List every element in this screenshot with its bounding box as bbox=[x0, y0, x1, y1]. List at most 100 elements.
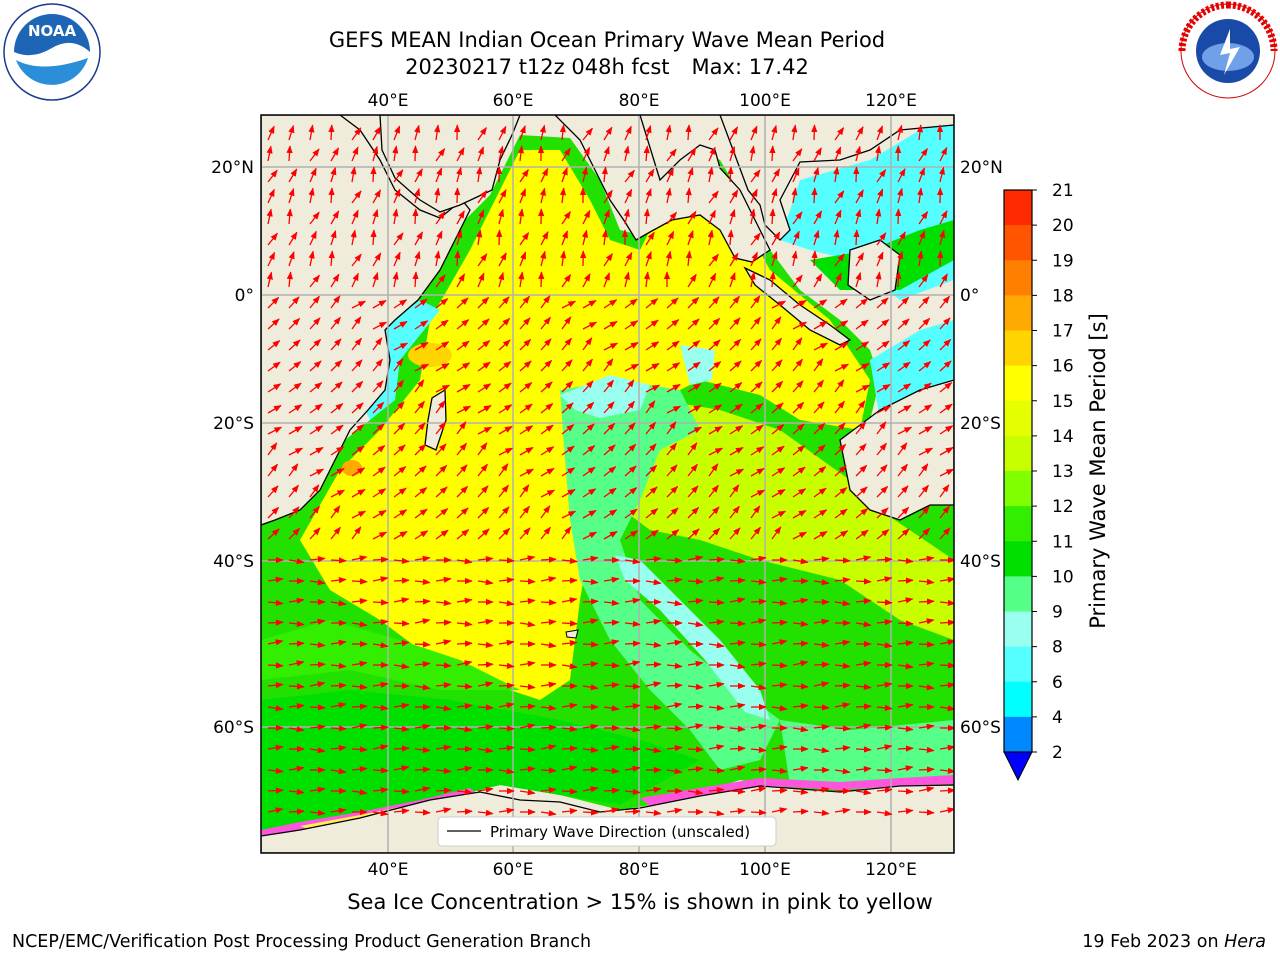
wave-arrow bbox=[540, 704, 557, 711]
peak-period-spot bbox=[342, 460, 362, 476]
wave-arrow bbox=[540, 167, 549, 183]
short-period-band bbox=[615, 555, 770, 720]
wave-arrow bbox=[687, 273, 697, 288]
wave-arrow bbox=[603, 744, 620, 751]
colorbar-tick-label: 11 bbox=[1052, 532, 1074, 552]
wave-arrow bbox=[834, 639, 851, 646]
wave-arrow bbox=[645, 400, 656, 414]
wave-arrow bbox=[456, 229, 463, 246]
wave-arrow bbox=[435, 705, 452, 712]
colorbar-tick-label: 13 bbox=[1052, 462, 1074, 482]
wave-arrow bbox=[666, 297, 679, 309]
wave-arrow bbox=[749, 208, 756, 225]
wave-arrow bbox=[813, 147, 822, 162]
wave-arrow bbox=[498, 745, 515, 752]
wave-arrow bbox=[414, 168, 423, 183]
wave-arrow bbox=[750, 446, 765, 456]
wave-arrow bbox=[414, 379, 425, 393]
wave-arrow bbox=[897, 808, 914, 815]
wave-arrow bbox=[267, 251, 276, 267]
colorbar-segment bbox=[1004, 471, 1032, 507]
wave-arrow bbox=[603, 639, 620, 646]
wave-arrow bbox=[603, 682, 620, 689]
wave-arrow bbox=[727, 166, 734, 183]
wave-arrow bbox=[876, 507, 889, 519]
wave-arrow bbox=[771, 380, 784, 393]
wave-arrow bbox=[729, 145, 736, 162]
colorbar-segment bbox=[1004, 506, 1032, 542]
wave-arrow bbox=[729, 468, 745, 477]
wave-arrow bbox=[918, 361, 932, 372]
wave-arrow bbox=[414, 487, 428, 498]
wave-arrow bbox=[434, 124, 441, 141]
wave-arrow bbox=[813, 379, 824, 393]
wave-arrow bbox=[351, 445, 365, 456]
wave-arrow bbox=[540, 505, 551, 519]
wave-arrow bbox=[897, 702, 914, 709]
wave-arrow bbox=[918, 317, 931, 330]
wave-arrow bbox=[708, 619, 725, 626]
wave-arrow bbox=[750, 641, 767, 648]
wave-arrow bbox=[834, 530, 849, 540]
wave-arrow bbox=[729, 252, 739, 267]
wave-arrow bbox=[769, 208, 776, 225]
wave-arrow bbox=[708, 317, 721, 330]
wave-arrow bbox=[498, 768, 515, 775]
wave-arrow bbox=[855, 319, 869, 330]
wave-arrow bbox=[581, 229, 588, 246]
wave-arrow bbox=[750, 598, 767, 605]
wave-arrow bbox=[666, 442, 677, 456]
sea-ice-note: Sea Ice Concentration > 15% is shown in … bbox=[347, 890, 933, 914]
wave-arrow bbox=[414, 641, 431, 648]
wave-arrow bbox=[540, 424, 554, 435]
wave-arrow bbox=[729, 620, 746, 627]
wave-arrow bbox=[771, 359, 783, 372]
se-asia bbox=[719, 115, 954, 241]
wave-arrow bbox=[561, 300, 577, 309]
wave-arrow bbox=[561, 788, 578, 795]
wave-arrow bbox=[750, 359, 763, 372]
wave-arrow bbox=[519, 382, 533, 393]
wave-arrow bbox=[309, 809, 326, 816]
wave-arrow bbox=[918, 641, 935, 648]
wave-arrow bbox=[393, 188, 401, 204]
wave-arrow bbox=[708, 296, 720, 309]
lon-tick-bottom: 60°E bbox=[493, 860, 534, 880]
wave-arrow bbox=[351, 703, 368, 710]
wave-arrow bbox=[876, 599, 893, 606]
wave-arrow bbox=[708, 642, 725, 649]
wave-arrow bbox=[729, 446, 744, 456]
wave-arrow bbox=[645, 704, 662, 711]
wave-arrow bbox=[351, 146, 359, 162]
wave-arrow bbox=[897, 557, 914, 564]
colorbar: 21 20 19 18 17 16 15 14 13 12 11 10 9 8 6 4 2 bbox=[1003, 181, 1074, 782]
wave-arrow bbox=[897, 485, 909, 498]
wave-arrow bbox=[645, 384, 661, 393]
wave-arrow bbox=[477, 383, 492, 393]
wave-arrow bbox=[351, 467, 366, 477]
wave-arrow bbox=[939, 295, 950, 309]
wave-arrow bbox=[540, 446, 555, 456]
wave-arrow bbox=[876, 340, 890, 351]
wave-arrow bbox=[370, 229, 377, 246]
wave-arrow bbox=[288, 640, 305, 647]
wave-arrow bbox=[330, 338, 342, 351]
wave-arrow bbox=[918, 296, 930, 309]
wave-arrow bbox=[266, 145, 273, 162]
wave-arrow bbox=[939, 705, 954, 712]
wave-arrow bbox=[876, 421, 887, 435]
wave-arrow bbox=[330, 505, 341, 519]
wave-arrow bbox=[834, 253, 845, 267]
wave-arrow bbox=[414, 124, 421, 141]
wave-arrow bbox=[372, 271, 379, 288]
wave-arrow bbox=[603, 209, 610, 225]
wave-arrow bbox=[393, 597, 410, 604]
wave-arrow bbox=[666, 148, 677, 162]
wave-arrow bbox=[708, 810, 725, 817]
colorbar-segment bbox=[1004, 716, 1032, 753]
wave-arrow bbox=[624, 765, 641, 772]
wave-arrow bbox=[540, 787, 557, 794]
wave-arrow bbox=[267, 705, 284, 712]
wave-arrow bbox=[813, 166, 820, 183]
